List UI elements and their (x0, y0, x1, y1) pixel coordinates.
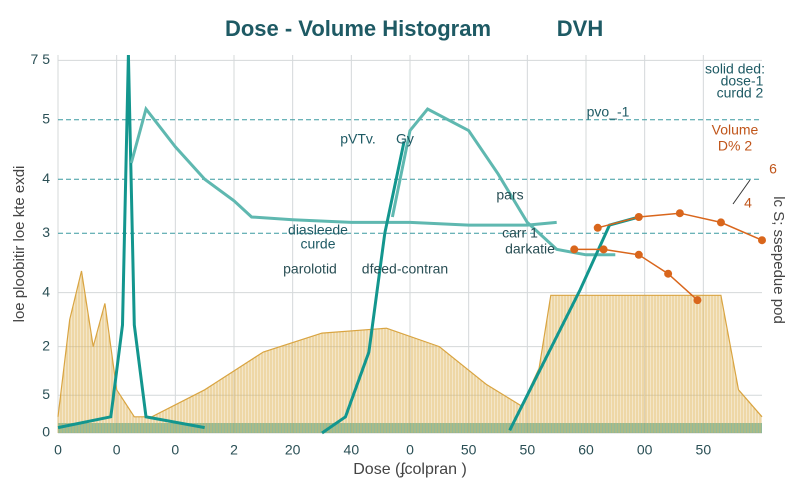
y-tick-label: 3 (42, 224, 50, 240)
x-tick-label: 50 (461, 442, 477, 458)
y-tick-label: 2 (42, 337, 50, 353)
annotation: Gy (396, 131, 414, 147)
x-tick-label: 00 (637, 442, 653, 458)
annotation: curde (300, 236, 335, 252)
series-line (321, 141, 406, 435)
series-line (597, 212, 763, 241)
annotation-arrow (732, 179, 751, 205)
x-tick-label: 40 (344, 442, 360, 458)
x-tick-label: 20 (285, 442, 301, 458)
annotation: curdd 2 (717, 85, 764, 101)
x-tick-label: 0 (54, 442, 62, 458)
y-tick-label: 5 (42, 111, 50, 127)
y-tick-label: 5 (42, 386, 50, 402)
marker (758, 236, 766, 245)
annotation: solid ded: (705, 61, 765, 77)
x-tick-label: 50 (520, 442, 536, 458)
baseline-band (58, 423, 762, 433)
marker (634, 250, 643, 259)
annotation: pvo_-1 (587, 104, 630, 120)
annotation: 4 (744, 195, 752, 211)
marker (716, 218, 725, 227)
x-tick-label: 50 (696, 442, 712, 458)
y-tick-label: 4 (42, 170, 50, 186)
chart-subtitle: DVH (557, 16, 603, 41)
y-tick-label: 7 5 (31, 51, 51, 67)
marker (675, 209, 684, 218)
x-tick-label: 0 (406, 442, 414, 458)
x-tick-label: 0 (113, 442, 121, 458)
marker (693, 296, 702, 305)
y-tick-label: 0 (42, 424, 50, 440)
annotation: diasleede (288, 222, 348, 238)
chart-title: Dose - Volume Histogram (225, 16, 491, 41)
series-line (57, 270, 763, 418)
marker (593, 223, 602, 232)
series-line (390, 107, 616, 257)
annotation: 6 (769, 161, 777, 177)
x-tick-label: 60 (578, 442, 594, 458)
y-axis-label: loe ploobitir loe kte exdi (11, 166, 28, 323)
series-label: pars (496, 187, 523, 203)
marker (664, 269, 673, 278)
annotation: pVTv. (340, 131, 376, 147)
marker (634, 213, 643, 221)
y-tick-label: 4 (42, 283, 50, 299)
annotation: D% 2 (718, 138, 752, 154)
annotation: dose-1 (721, 73, 764, 89)
marker (599, 245, 608, 254)
y2-axis-label: lc S; ssepedue pod (770, 196, 787, 324)
x-axis-label: Dose (ʄcolpran ) (353, 461, 467, 478)
series-label: carr 1 (502, 225, 538, 241)
marker (570, 245, 579, 254)
series-label: parolotid (283, 261, 337, 277)
annotation: Volume (712, 122, 759, 138)
series-line (57, 54, 205, 430)
series-label: dfeed-contran (362, 261, 448, 277)
series-line (129, 105, 557, 227)
x-tick-label: 2 (230, 442, 238, 458)
series-label: darkatie (505, 241, 555, 257)
x-tick-label: 0 (171, 442, 179, 458)
